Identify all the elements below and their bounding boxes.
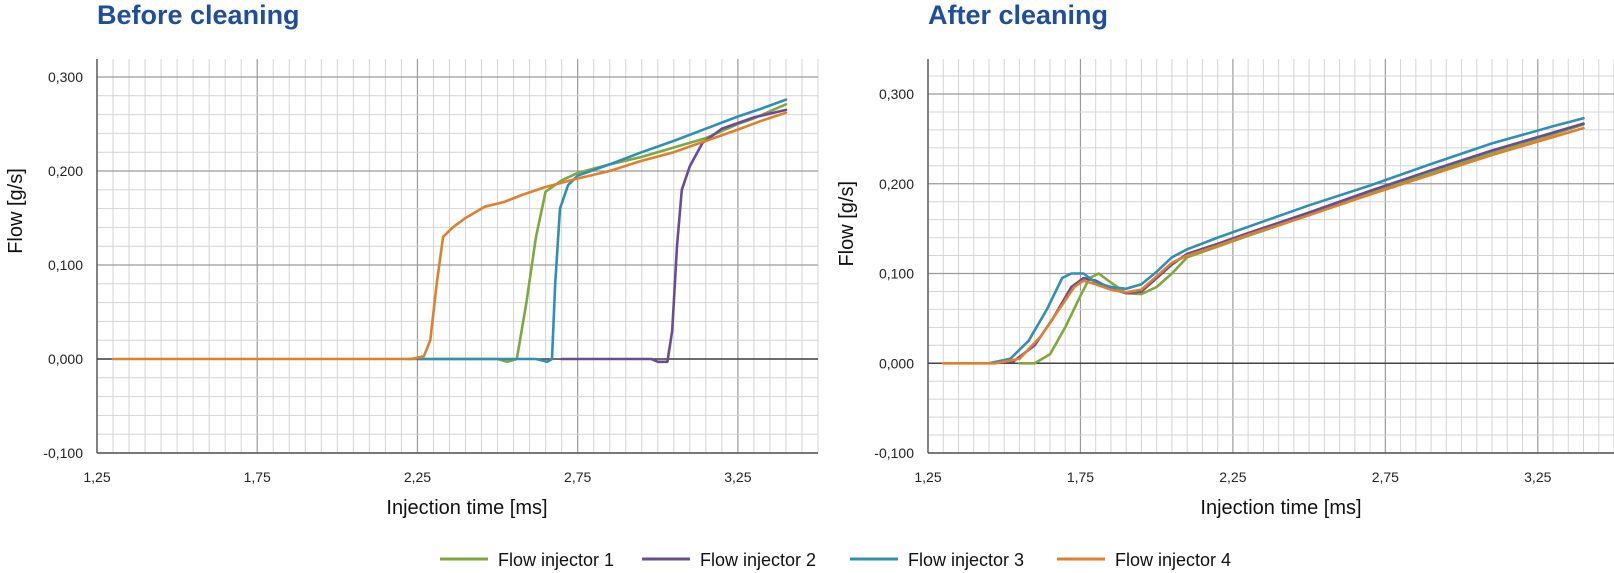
y-axis-label: Flow [g/s] [5, 168, 27, 254]
y-tick-label: 0,100 [48, 257, 83, 273]
y-tick-label: 0,300 [879, 86, 914, 102]
series-line-injector-3 [416, 98, 788, 364]
x-tick-label: 1,25 [914, 469, 941, 485]
chart-after-cleaning: After cleaning -0,100 0,000 0,100 0,200 0,30… [836, 0, 1614, 519]
x-tick-label: 2,75 [564, 469, 591, 485]
x-tick-label: 2,25 [404, 469, 431, 485]
legend-item-injector-3: Flow injector 3 [850, 550, 1024, 570]
legend-label-injector-2: Flow injector 2 [700, 550, 816, 570]
chart-title-before: Before cleaning [97, 0, 300, 30]
y-tick-label: -0,100 [874, 445, 914, 461]
series-line-injector-2 [560, 108, 788, 364]
legend-item-injector-2: Flow injector 2 [642, 550, 816, 570]
plot-area [97, 59, 818, 453]
x-tick-label: 1,25 [83, 469, 110, 485]
gridlines [927, 59, 1614, 454]
series-line-injector-3 [987, 116, 1585, 365]
x-tick-label: 2,25 [1219, 469, 1246, 485]
series-line-injector-1 [1018, 123, 1585, 365]
y-tick-label: 0,000 [879, 355, 914, 371]
legend-item-injector-1: Flow injector 1 [440, 550, 614, 570]
series-line-injector-4 [941, 126, 1585, 365]
legend-label-injector-3: Flow injector 3 [908, 550, 1024, 570]
chart-title-after: After cleaning [928, 0, 1108, 30]
legend-item-injector-4: Flow injector 4 [1057, 550, 1231, 570]
y-tick-label: 0,300 [48, 69, 83, 85]
x-tick-label: 2,75 [1372, 469, 1399, 485]
x-tick-label: 3,25 [1524, 469, 1551, 485]
chart-before-cleaning: Before cleaning -0,100 0,000 0,100 0,200 0,3… [5, 0, 819, 519]
x-axis-label: Injection time [ms] [1200, 497, 1361, 519]
legend: Flow injector 1 Flow injector 2 Flow inj… [440, 550, 1231, 570]
y-tick-label: 0,100 [879, 266, 914, 282]
x-tick-label: 3,25 [724, 469, 751, 485]
legend-label-injector-4: Flow injector 4 [1115, 550, 1231, 570]
y-tick-label: 0,000 [48, 351, 83, 367]
y-axis-label: Flow [g/s] [836, 181, 858, 267]
x-tick-label: 1,75 [1067, 469, 1094, 485]
series-line-injector-4 [111, 111, 788, 361]
legend-label-injector-1: Flow injector 1 [498, 550, 614, 570]
x-axis-label: Injection time [ms] [386, 497, 547, 519]
y-tick-label: 0,200 [48, 163, 83, 179]
x-tick-label: 1,75 [244, 469, 271, 485]
y-tick-label: -0,100 [43, 445, 83, 461]
y-tick-label: 0,200 [879, 176, 914, 192]
